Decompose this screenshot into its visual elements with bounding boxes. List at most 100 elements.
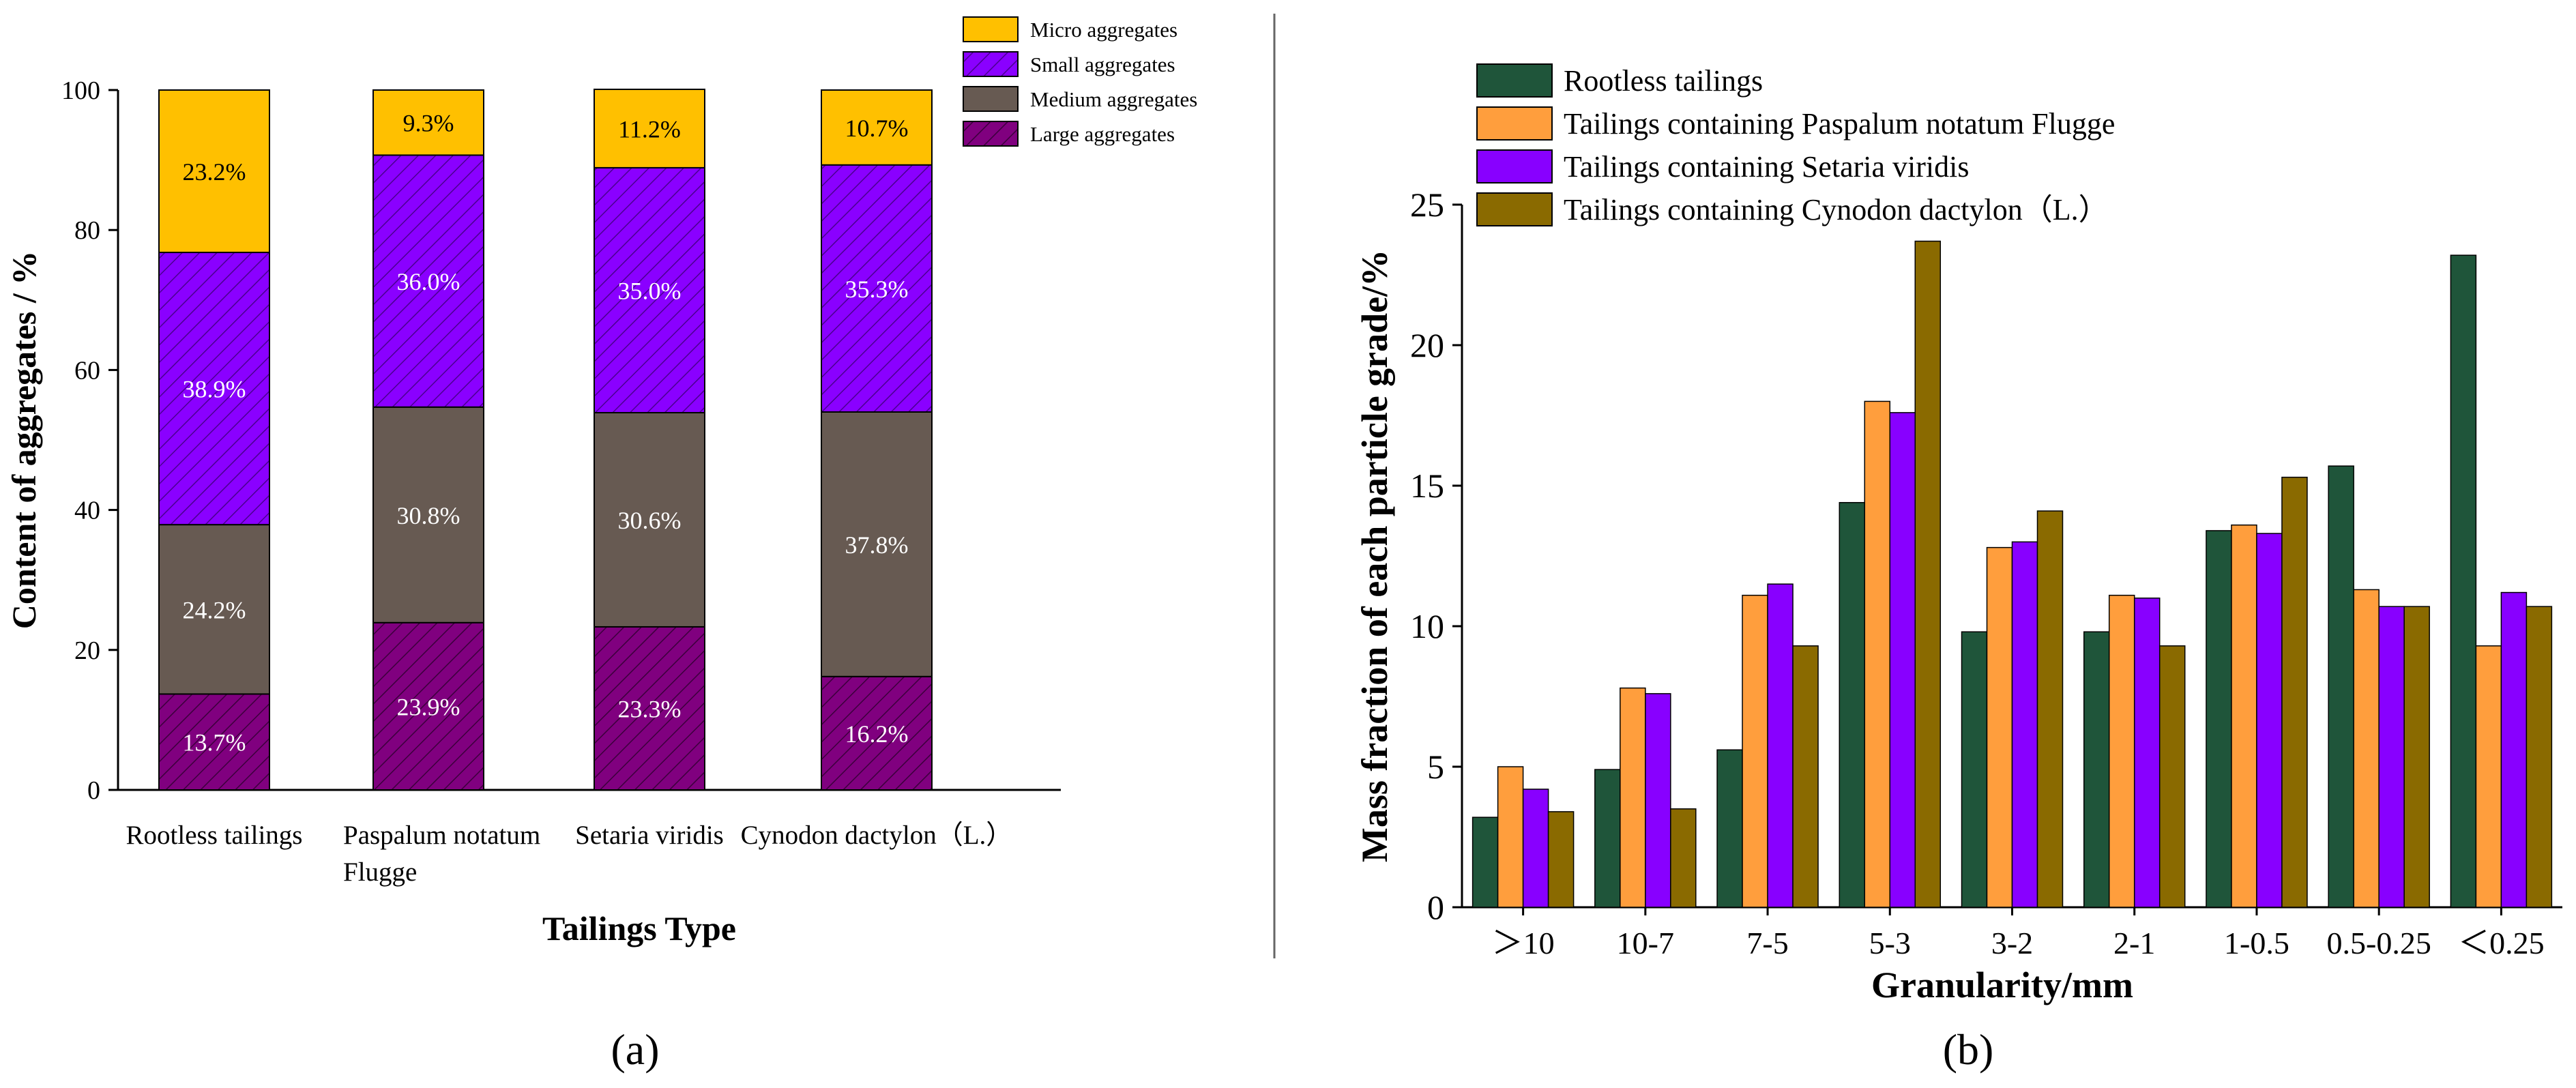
category-label-a: Flugge: [343, 857, 417, 887]
bar-paspalum: [2108, 594, 2135, 908]
category-label-b: ＜0.25: [2458, 926, 2545, 960]
data-label-small: 35.0%: [618, 277, 682, 304]
bar-segment-micro: [372, 89, 484, 156]
bar-rootless: [1594, 769, 1621, 908]
category-label-b: 1-0.5: [2224, 926, 2289, 960]
y-axis-title-a: Content of aggregates / %: [5, 251, 43, 630]
category-label-a: Setaria viridis: [575, 821, 724, 850]
bar-segment-micro: [158, 89, 270, 254]
y-axis-title-b: Mass fraction of each particle grade/%: [1354, 250, 1395, 862]
bar-setaria: [2378, 606, 2405, 908]
data-label-medium: 24.2%: [183, 596, 246, 623]
y-tick-label-a: 60: [74, 356, 100, 385]
data-label-large: 16.2%: [845, 720, 909, 748]
bar-cynodon: [2526, 606, 2553, 908]
y-tick-label-b: 15: [1410, 467, 1444, 505]
legend-swatch-small: [963, 51, 1019, 77]
legend-swatch-paspalum: [1476, 106, 1553, 141]
bar-cynodon: [2158, 645, 2186, 908]
bar-paspalum: [1620, 687, 1646, 908]
bar-setaria: [2011, 541, 2038, 908]
legend-swatch-cynodon: [1476, 192, 1553, 226]
bar-setaria: [2133, 598, 2161, 908]
legend-swatch-rootless: [1476, 63, 1553, 98]
bar-setaria: [1522, 789, 1549, 908]
bar-segment-large: [372, 621, 484, 791]
category-label-b: 5-3: [1869, 926, 1911, 960]
y-tick-label-a: 20: [74, 636, 100, 665]
data-label-micro: 11.2%: [618, 115, 681, 143]
bar-cynodon: [2036, 510, 2064, 908]
y-tick-label-a: 100: [61, 76, 100, 105]
legend-label-medium: Medium aggregates: [1030, 87, 1197, 111]
bar-rootless: [1839, 501, 1866, 908]
bar-cynodon: [1914, 240, 1942, 908]
bar-rootless: [1716, 749, 1743, 908]
bar-segment-small: [821, 164, 933, 413]
data-label-small: 38.9%: [183, 376, 246, 403]
bar-segment-small: [158, 252, 270, 526]
bar-segment-medium: [594, 411, 705, 628]
bar-segment-large: [158, 693, 270, 791]
bar-paspalum: [2475, 645, 2502, 908]
bar-cynodon: [1670, 808, 1697, 908]
bar-segment-small: [594, 166, 705, 413]
bar-rootless: [2206, 530, 2232, 908]
x-axis-title-b: Granularity/mm: [1871, 965, 2133, 1005]
bar-paspalum: [2353, 589, 2380, 908]
bar-paspalum: [2231, 524, 2257, 908]
bar-cynodon: [2403, 606, 2430, 908]
data-label-large: 13.7%: [183, 729, 246, 756]
data-label-small: 35.3%: [845, 276, 909, 303]
chart-b: 0 5 10 15 20 25 ＞10 10-7 7-5 5-3 3-2 2-1 1-0.5 0.5-0.…: [1354, 63, 2562, 1005]
bar-segment-micro: [594, 88, 705, 168]
legend-label-rootless: Rootless tailings: [1564, 64, 1763, 98]
data-label-large: 23.9%: [397, 693, 460, 720]
legend-label-small: Small aggregates: [1030, 53, 1175, 76]
data-label-micro: 9.3%: [403, 110, 454, 137]
category-label-b: 10-7: [1617, 926, 1674, 960]
category-label-b: 0.5-0.25: [2327, 926, 2431, 960]
legend-swatch-medium: [963, 86, 1019, 112]
category-label-b: 7-5: [1746, 926, 1788, 960]
data-label-medium: 30.6%: [618, 507, 682, 534]
bar-segment-micro: [821, 89, 933, 166]
category-label-a: Cynodon dactylon（L.）: [741, 821, 1013, 850]
data-label-micro: 23.2%: [183, 158, 246, 186]
bar-rootless: [2450, 254, 2477, 908]
legend-label-large: Large aggregates: [1030, 122, 1175, 146]
legend-label-paspalum: Tailings containing Paspalum notatum Flu…: [1564, 107, 2115, 141]
bar-segment-large: [594, 626, 705, 791]
bar-paspalum: [1497, 766, 1524, 908]
bar-rootless: [1472, 817, 1499, 908]
bar-setaria: [1889, 412, 1916, 908]
legend-swatch-large: [963, 121, 1019, 147]
category-label-a: Paspalum notatum: [343, 821, 540, 850]
panel-label-b: (b): [1943, 1025, 1994, 1074]
legend-label-micro: Micro aggregates: [1030, 18, 1177, 42]
legend-swatch-micro: [963, 16, 1019, 42]
category-label-b: ＞10: [1492, 926, 1555, 960]
y-tick-label-b: 25: [1410, 186, 1444, 224]
bar-cynodon: [1547, 811, 1575, 908]
bar-segment-medium: [372, 406, 484, 623]
legend-label-cynodon: Tailings containing Cynodon dactylon（L.）: [1564, 193, 2109, 226]
legend-label-setaria: Tailings containing Setaria viridis: [1564, 150, 1969, 183]
category-label-b: 2-1: [2113, 926, 2155, 960]
y-tick-label-a: 0: [87, 776, 100, 805]
x-axis-title-a: Tailings Type: [542, 909, 736, 947]
y-tick-label-b: 5: [1427, 748, 1444, 786]
data-label-large: 23.3%: [618, 695, 682, 722]
bar-setaria: [2500, 591, 2528, 908]
bar-segment-medium: [158, 524, 270, 695]
y-tick-label-b: 20: [1410, 326, 1444, 364]
bar-paspalum: [1864, 400, 1891, 908]
bar-paspalum: [1742, 594, 1768, 908]
panel-label-a: (a): [611, 1025, 659, 1074]
category-label-b: 3-2: [1991, 926, 2033, 960]
category-label-a: Rootless tailings: [126, 821, 303, 850]
y-tick-label-b: 0: [1427, 888, 1444, 926]
legend-swatch-setaria: [1476, 149, 1553, 183]
bar-cynodon: [2281, 476, 2308, 908]
bar-rootless: [1961, 631, 1988, 908]
